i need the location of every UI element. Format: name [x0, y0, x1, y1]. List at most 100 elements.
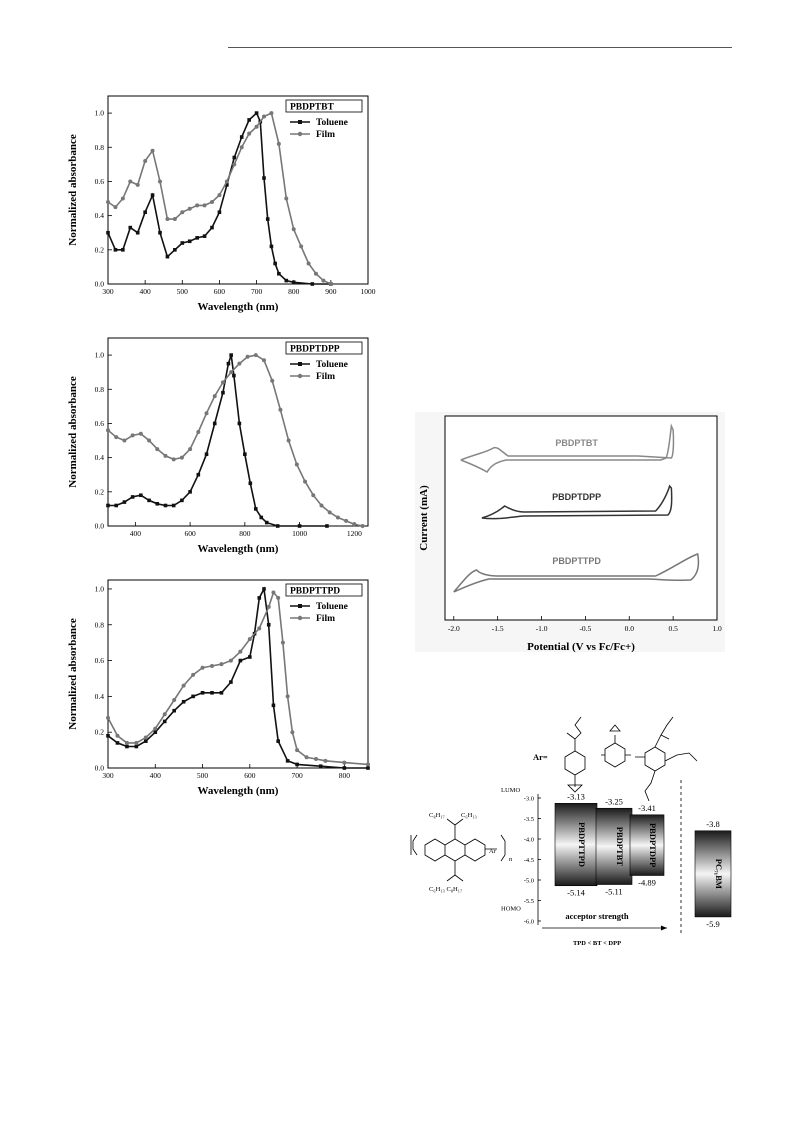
data-point: [212, 421, 217, 426]
data-point: [165, 254, 170, 259]
data-point: [125, 744, 129, 749]
energy-bar-label: PBDPTTPD: [577, 822, 587, 867]
y-tick-label: 0.4: [95, 692, 105, 701]
data-point: [229, 353, 233, 357]
data-point: [344, 518, 349, 523]
energy-bar-pbdptdpp: [629, 814, 665, 876]
data-point: [254, 124, 259, 129]
data-point: [237, 421, 242, 426]
cv-loop-pbdptdpp: [481, 484, 673, 520]
data-point: [271, 590, 276, 595]
data-point: [172, 708, 176, 713]
x-tick-label: 1200: [347, 529, 362, 538]
data-point: [285, 759, 290, 763]
cv-loop-pbdpttpd: [453, 552, 700, 593]
data-point: [155, 447, 160, 452]
data-point: [295, 748, 300, 753]
data-point: [259, 515, 264, 520]
energy-bar-pbdpttpd: [554, 803, 598, 887]
data-point: [262, 114, 266, 119]
data-point: [188, 490, 192, 494]
data-point: [115, 733, 120, 738]
y-tick-label: 0.6: [95, 419, 105, 428]
data-point: [319, 503, 324, 508]
x-tick-label: -2.0: [448, 624, 460, 633]
data-point: [134, 744, 139, 749]
cv-label-pbdptbt: PBDPTBT: [555, 438, 598, 448]
tpd-structure: [564, 716, 586, 793]
data-point: [113, 248, 118, 252]
data-point: [188, 447, 193, 452]
data-point: [130, 495, 135, 499]
data-point: [314, 757, 318, 762]
data-point: [217, 210, 222, 215]
x-tick-label: 500: [177, 287, 189, 296]
data-point: [124, 740, 129, 745]
data-point: [135, 182, 140, 187]
absorbance-chart-pbdptbt: 300 400 500 600 700 800 900 1000 0.0 0.2 0.4 0.6 0.8…: [67, 95, 376, 313]
data-point: [220, 380, 225, 385]
y-axis-label: Normalized absorbance: [67, 134, 79, 246]
data-point: [321, 278, 326, 283]
homo-value-label: -5.14: [567, 888, 585, 898]
data-point: [342, 766, 347, 770]
data-point: [253, 507, 258, 511]
data-point: [106, 428, 110, 433]
data-point: [366, 762, 370, 767]
data-point: [181, 699, 186, 704]
data-point: [180, 210, 185, 215]
x-axis-label: Potential (V vs Fc/Fc+): [527, 641, 635, 653]
y-tick-label: -6.0: [524, 919, 534, 926]
x-tick-label: 700: [291, 771, 303, 780]
acceptor-structures: [564, 716, 698, 802]
data-point: [135, 230, 140, 235]
x-tick-label: -1.0: [536, 624, 548, 633]
data-point: [243, 452, 247, 457]
data-point: [196, 430, 201, 434]
legend-title: PBDPTTPD: [290, 587, 340, 597]
bt-structure: [601, 724, 631, 768]
data-point: [248, 655, 252, 659]
y-tick-label: 0.0: [95, 522, 105, 531]
data-point: [323, 758, 328, 763]
data-point: [106, 715, 110, 720]
data-point: [113, 205, 118, 210]
x-tick-label: -0.5: [579, 624, 591, 633]
data-point: [180, 241, 185, 245]
data-point: [270, 378, 275, 383]
legend-entry-film: Film: [316, 372, 335, 382]
plot-frame: [107, 337, 369, 527]
data-point: [162, 712, 167, 717]
data-point: [202, 234, 207, 238]
data-point: [187, 206, 192, 211]
x-axis-label: Wavelength (nm): [198, 785, 279, 797]
data-point: [114, 435, 119, 440]
x-tick-label: 800: [288, 287, 300, 296]
data-point: [232, 373, 236, 378]
data-point: [106, 199, 110, 204]
data-point: [304, 755, 309, 760]
data-point: [325, 524, 329, 528]
data-point: [163, 453, 168, 458]
data-point: [299, 244, 304, 249]
y-tick-label: -4.0: [524, 837, 534, 844]
data-point: [219, 662, 224, 667]
homo-value-label: -5.11: [605, 887, 622, 897]
data-point: [150, 148, 155, 153]
legend-entry-toluene: Toluene: [316, 602, 348, 612]
data-point: [187, 239, 192, 244]
energy-bar-pbdptbt: [595, 807, 633, 885]
lumo-label: LUMO: [501, 787, 520, 794]
cv-label-pbdptdpp: PBDPTDPP: [552, 492, 601, 502]
data-point: [352, 522, 357, 527]
cv-loop-pbdptbt: [460, 423, 675, 474]
data-point: [195, 236, 199, 240]
data-point: [130, 433, 135, 438]
data-point: [262, 176, 266, 180]
data-point: [278, 407, 283, 412]
data-point: [147, 438, 152, 443]
data-point: [303, 479, 308, 484]
data-point: [143, 210, 147, 215]
cyclic-voltammetry-chart: -2.0 -1.5 -1.0 -0.5 0.0 0.5 1.0 Potential (V vs…: [415, 412, 725, 653]
data-point: [269, 111, 274, 116]
